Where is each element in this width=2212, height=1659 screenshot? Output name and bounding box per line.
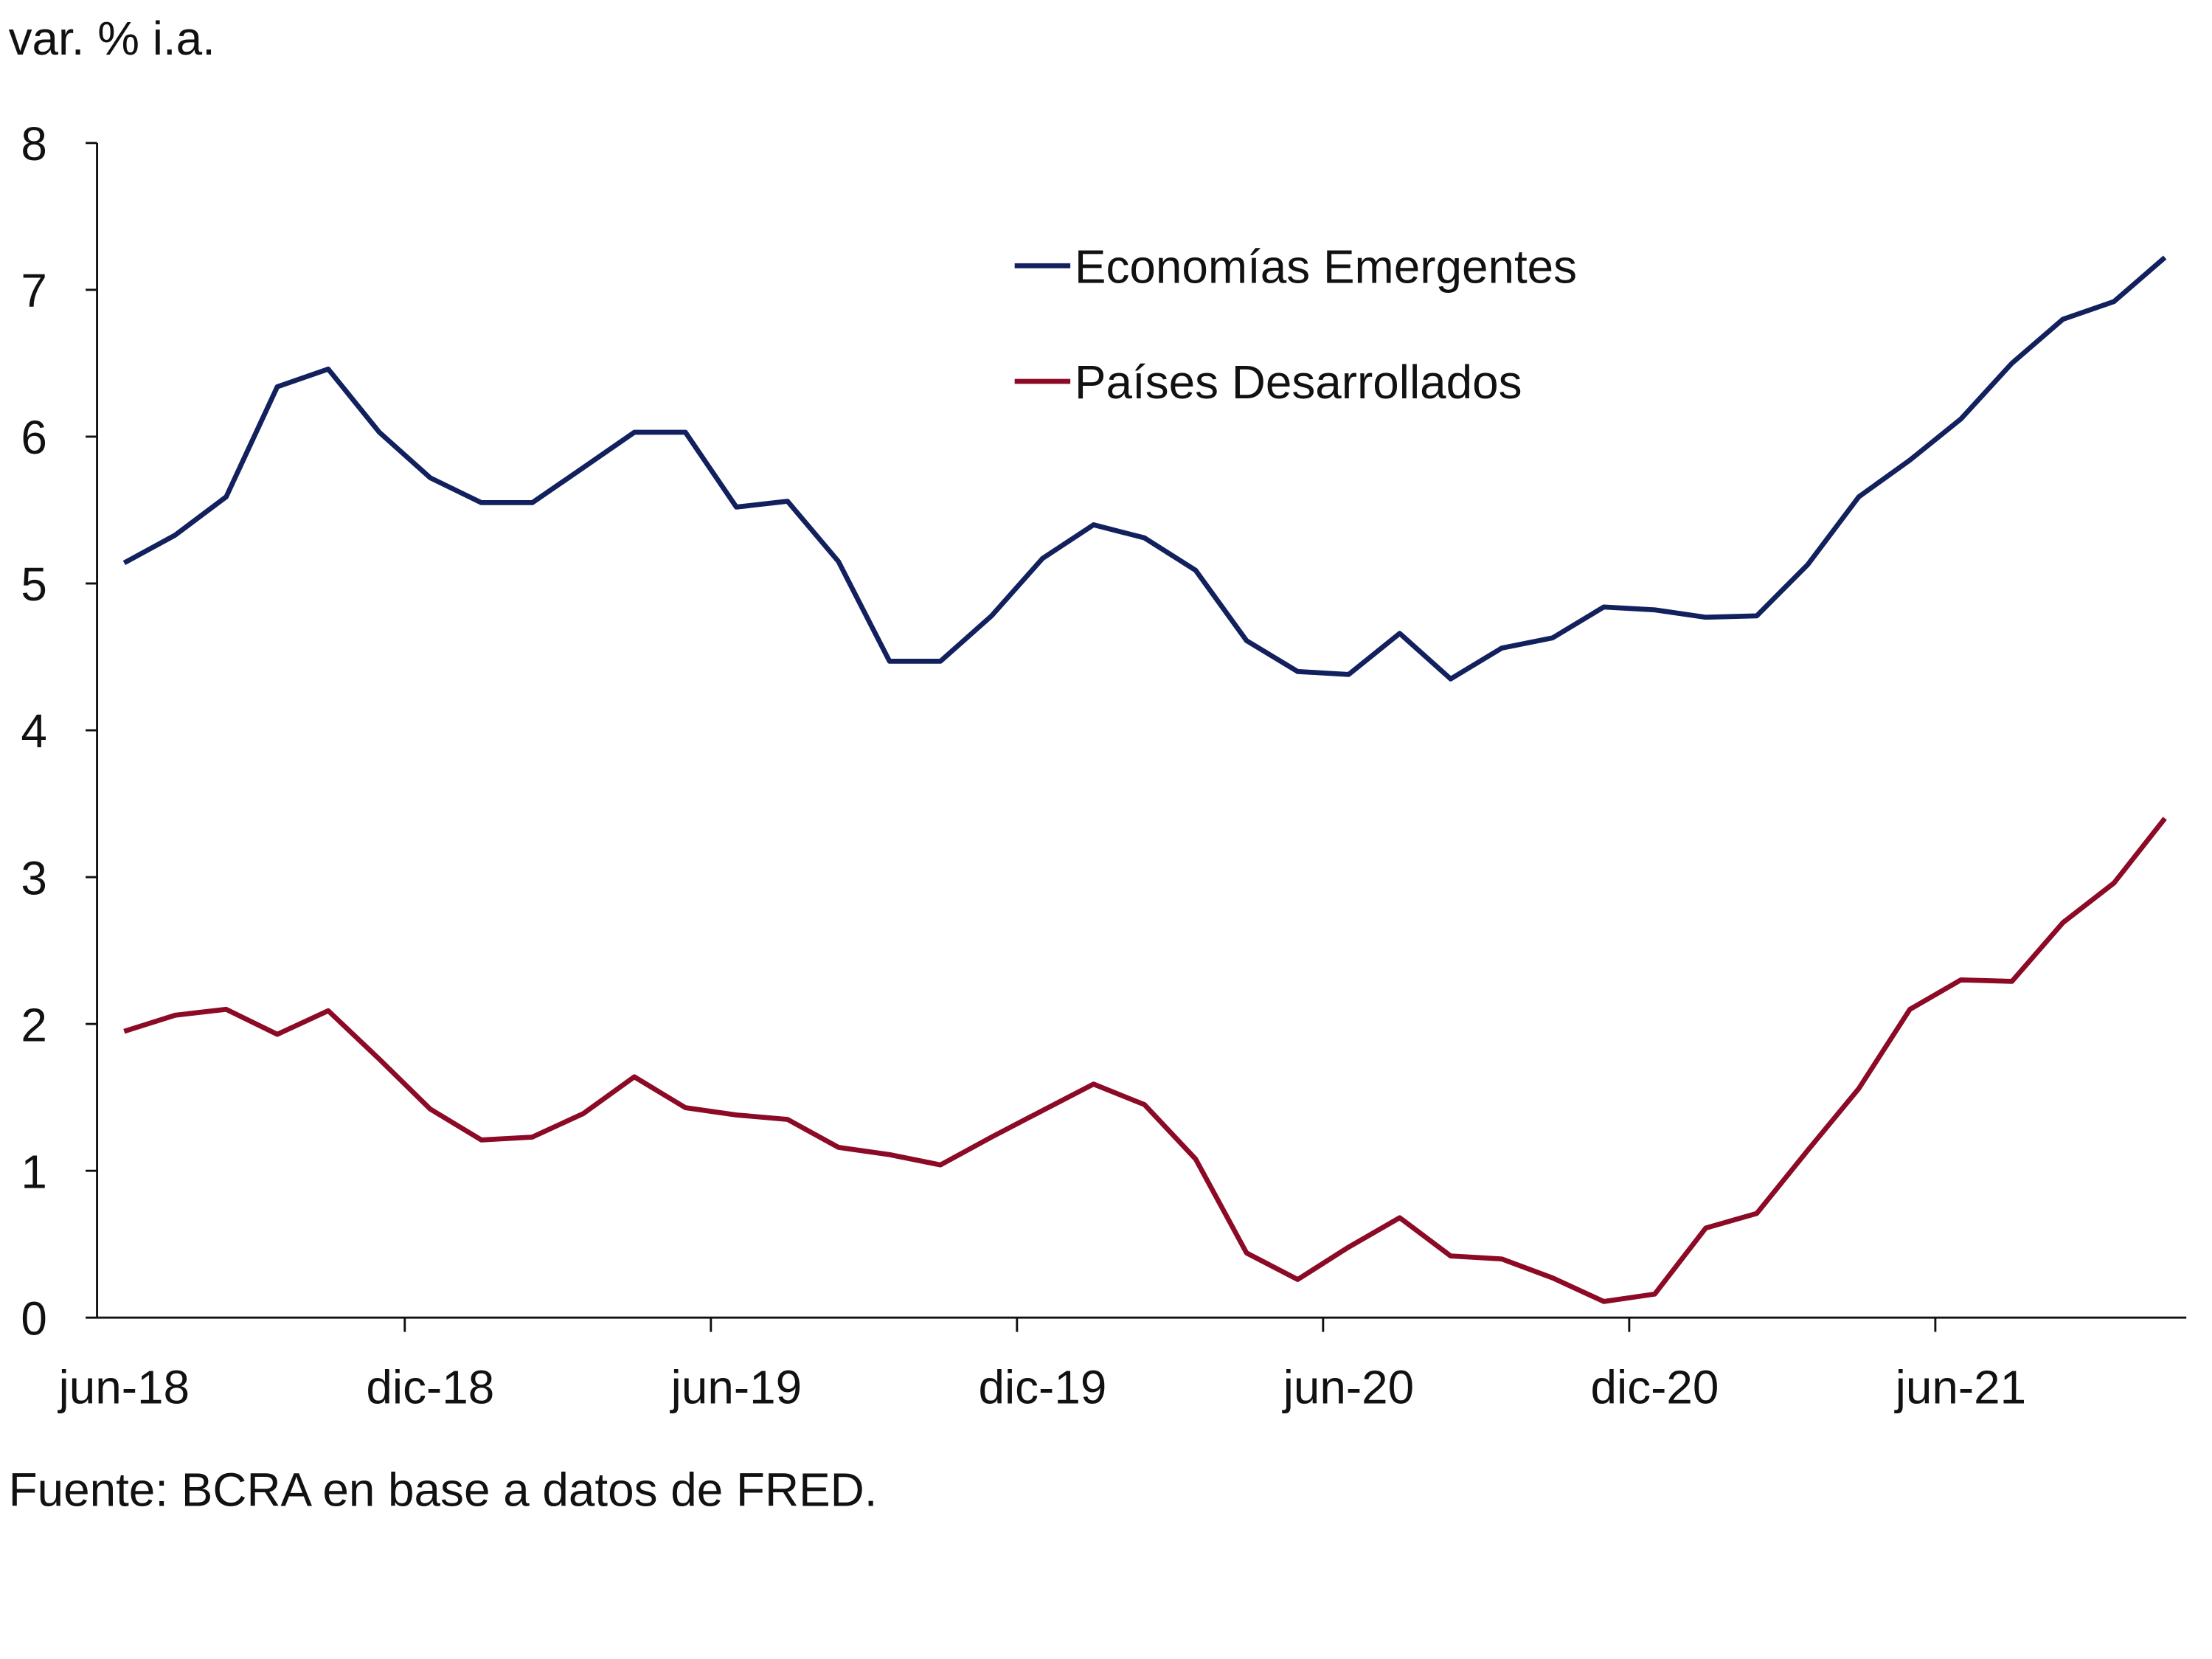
x-tick-label: dic-18: [366, 1360, 494, 1413]
x-tick-label: dic-19: [978, 1360, 1106, 1413]
series-lines: [122, 255, 2167, 1304]
y-tick-label: 3: [21, 851, 47, 904]
source-note: Fuente: BCRA en base a datos de FRED.: [9, 1464, 878, 1517]
y-tick-label: 1: [21, 1145, 47, 1198]
x-tick-label: jun-19: [670, 1360, 802, 1413]
y-tick-label: 4: [21, 704, 47, 758]
y-tick-label: 6: [21, 411, 47, 464]
legend-label: Países Desarrollados: [1075, 356, 1522, 409]
series-line-emergentes: [122, 255, 2167, 682]
x-tick-label: dic-20: [1591, 1360, 1719, 1413]
x-tick-label: jun-18: [58, 1360, 190, 1413]
axes: 0 1 2 3 4 5 6 7 8 jun-18 dic-18 jun-19 dic-19 jun-20 d…: [21, 117, 2187, 1413]
legend-label: Economías Emergentes: [1075, 240, 1577, 293]
legend: Economías Emergentes Países Desarrollados: [1014, 240, 1577, 409]
y-tick-label: 8: [21, 117, 47, 170]
x-tick-label: jun-20: [1282, 1360, 1414, 1413]
y-axis-label: var. % i.a.: [9, 12, 215, 65]
series-line-desarrollados: [123, 817, 2167, 1304]
y-tick-label: 2: [21, 998, 47, 1051]
y-tick-label: 0: [21, 1292, 47, 1345]
x-tick-label: jun-21: [1894, 1360, 2026, 1413]
y-tick-label: 5: [21, 558, 47, 611]
y-tick-label: 7: [21, 264, 47, 317]
